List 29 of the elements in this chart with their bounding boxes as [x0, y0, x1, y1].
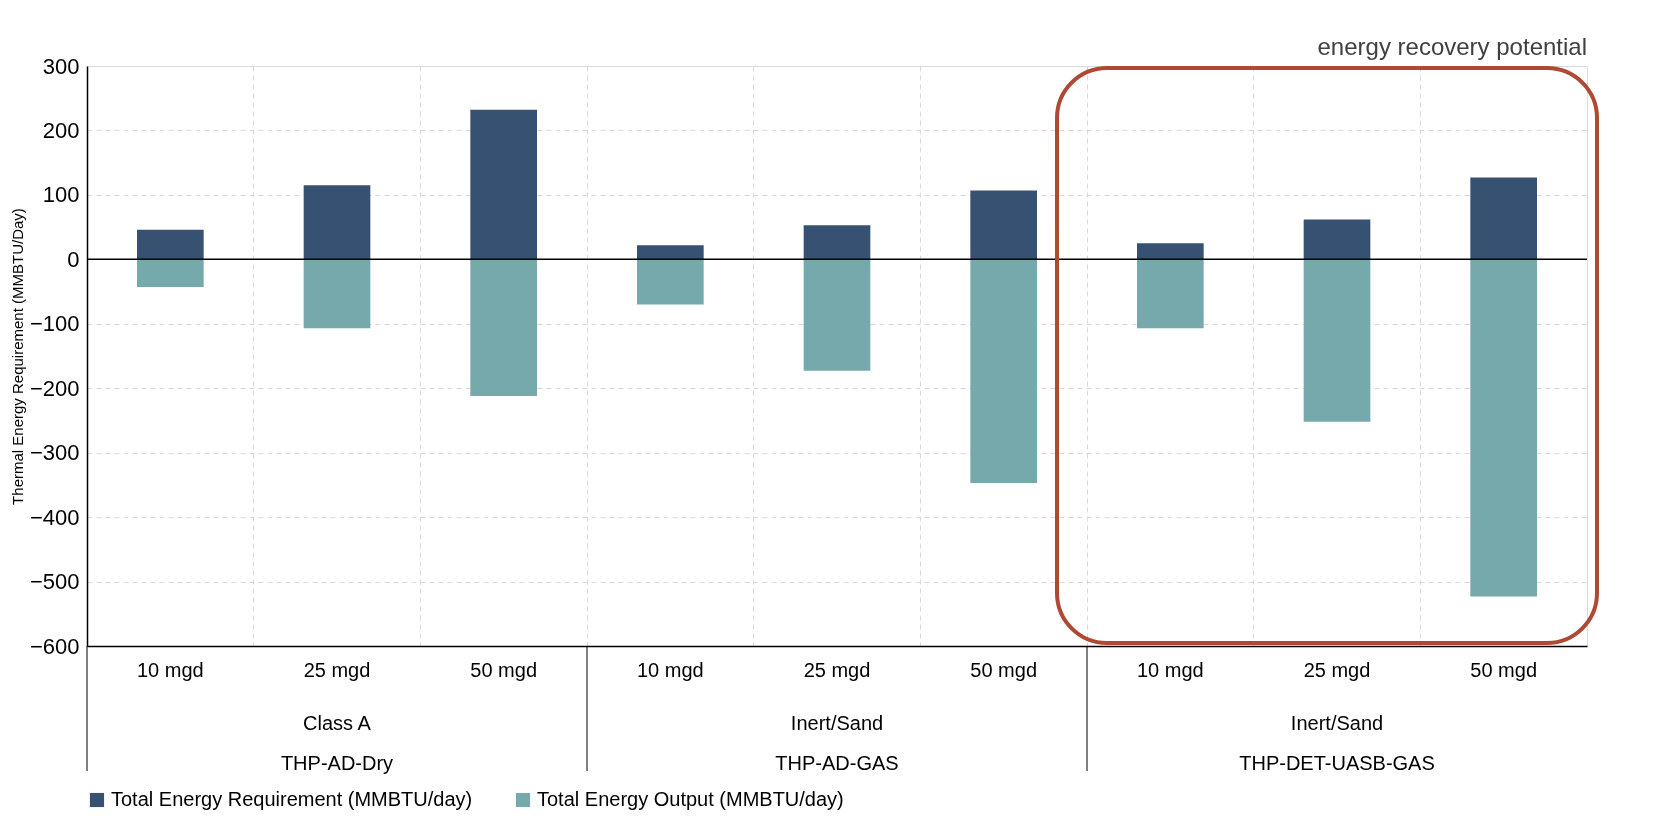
x-tick-label: 10 mgd	[1136, 658, 1204, 681]
x-tick-label: 10 mgd	[636, 658, 704, 681]
text: Inert/Sand	[1290, 712, 1384, 734]
y-tick-label: 0	[67, 246, 80, 272]
y-tick-label: −300	[29, 440, 80, 466]
x-tick-label: 50 mgd	[470, 658, 538, 681]
text: energy recovery potential	[1317, 33, 1587, 60]
legend-label: Total Energy Output (MMBTU/day)	[537, 788, 844, 810]
legend-label: Total Energy Requirement (MMBTU/day)	[111, 788, 473, 810]
y-tick-label: −100	[29, 311, 80, 337]
x-tick-label: 25 mgd	[803, 658, 871, 681]
y-tick-label: −500	[29, 569, 80, 595]
x-tick-label: 50 mgd	[1470, 658, 1538, 681]
y-tick-label: 300	[42, 53, 80, 79]
x-tick-label: 25 mgd	[303, 658, 371, 681]
y-tick-label: −600	[29, 633, 80, 659]
text: Class A	[303, 712, 372, 734]
x-tick-label: 50 mgd	[970, 658, 1038, 681]
y-tick-label: 200	[42, 117, 80, 143]
text: THP-DET-UASB-GAS	[1239, 752, 1435, 774]
y-tick-label: 100	[42, 182, 80, 208]
x-tick-label: 25 mgd	[1303, 658, 1371, 681]
text: Inert/Sand	[790, 712, 884, 734]
y-axis-title: Thermal Energy Requirement (MMBTU/Day)	[8, 208, 26, 505]
x-tick-label: 10 mgd	[136, 658, 204, 681]
text: THP-AD-GAS	[775, 752, 899, 774]
text: THP-AD-Dry	[280, 752, 394, 774]
y-tick-label: −200	[29, 375, 80, 401]
y-tick-label: −400	[29, 504, 80, 530]
